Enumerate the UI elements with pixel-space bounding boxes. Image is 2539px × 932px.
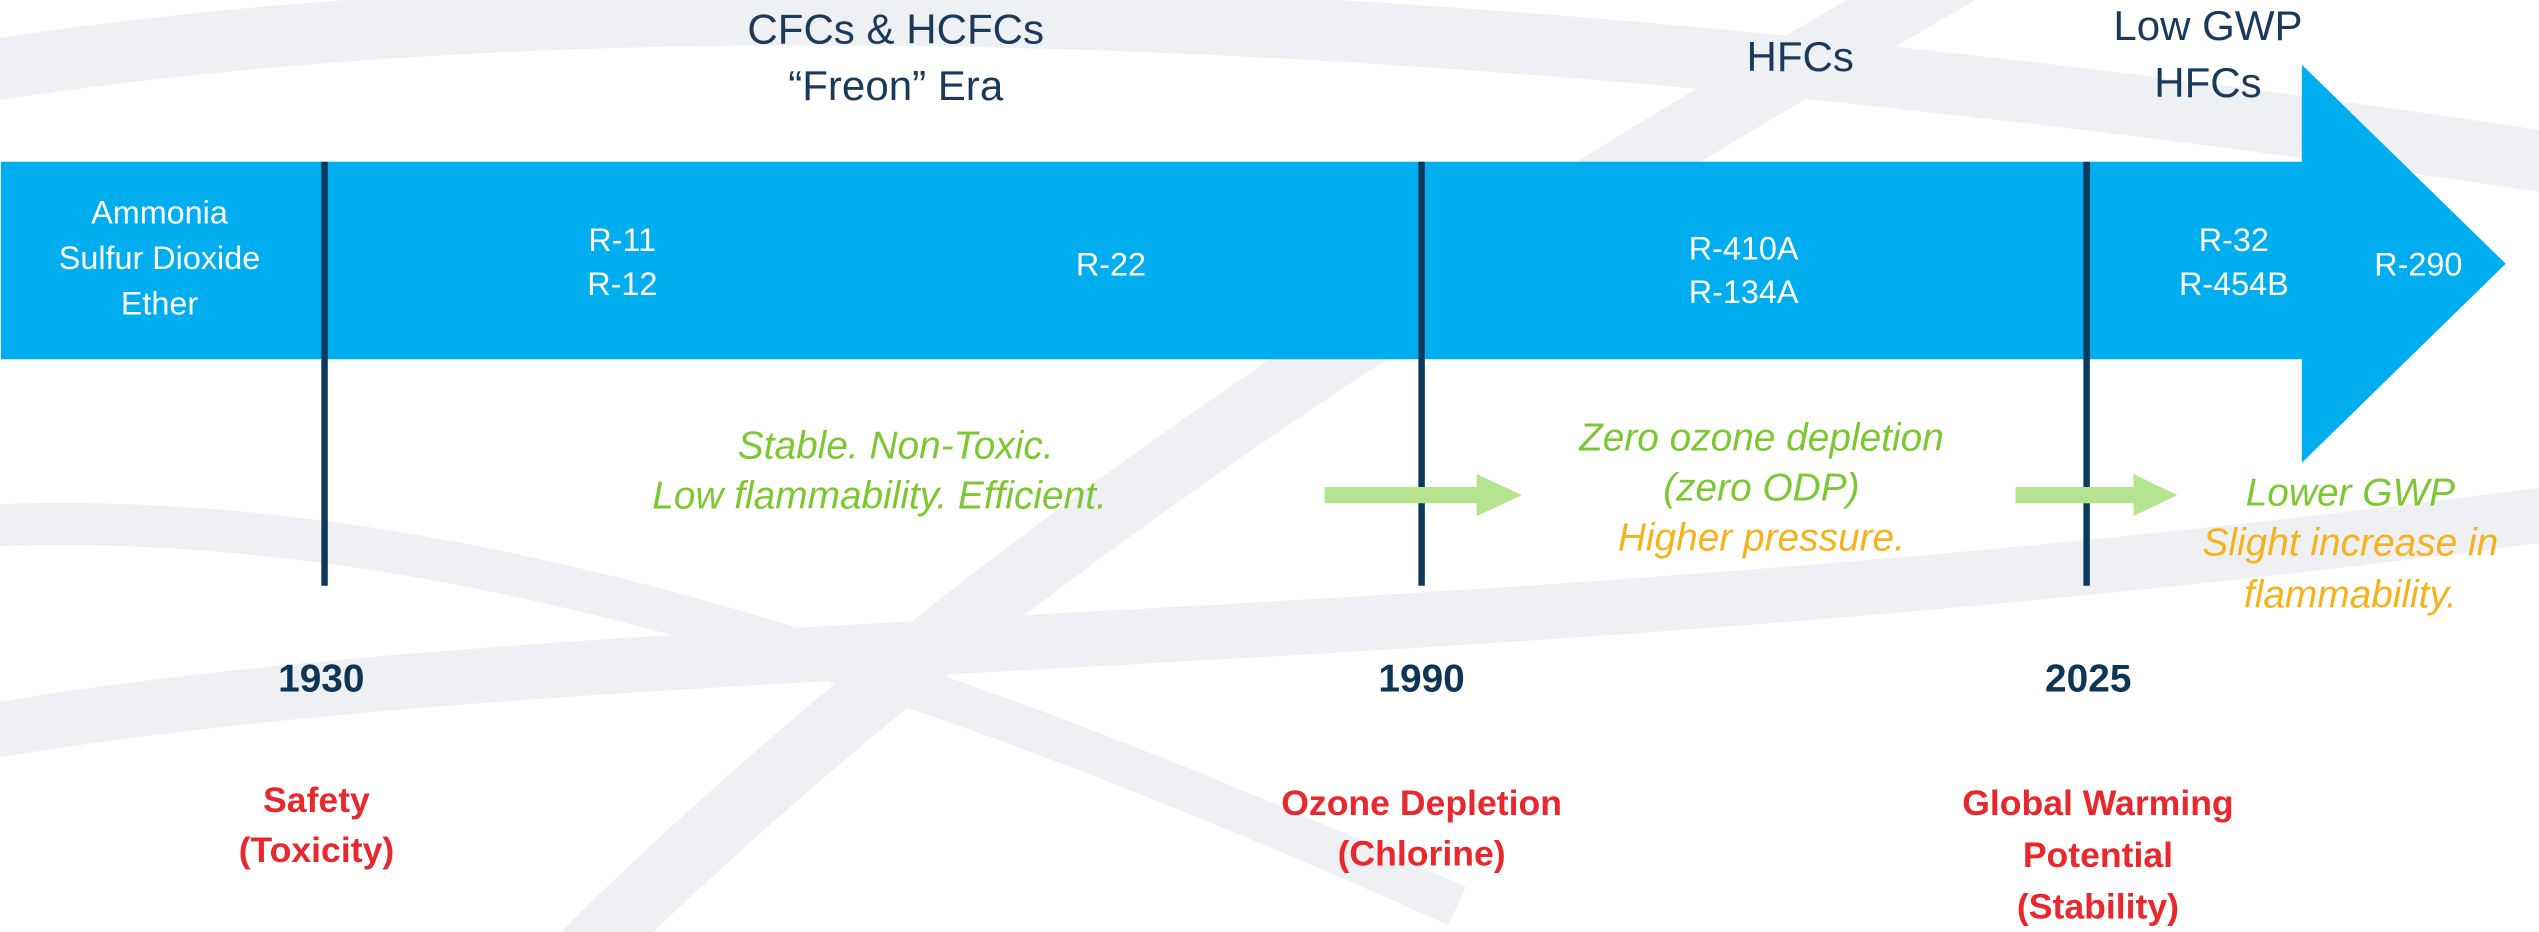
note: (zero ODP) <box>1663 467 1859 510</box>
refrigerant: R-11 <box>588 222 656 258</box>
driver: (Toxicity) <box>239 830 394 870</box>
driver: Ozone Depletion <box>1281 783 1562 823</box>
driver: Safety <box>263 780 370 820</box>
note: Lower GWP <box>2246 471 2455 514</box>
era-label: CFCs & HCFCs <box>747 5 1044 52</box>
refrigerant: R-410A <box>1689 230 1799 266</box>
refrigerant: Ammonia <box>91 195 228 231</box>
note: Higher pressure. <box>1618 517 1905 560</box>
year: 2025 <box>2045 657 2131 700</box>
timeline-band-arrow <box>0 64 2506 463</box>
refrigerant: R-22 <box>1076 247 1146 283</box>
note: Zero ozone depletion <box>1578 416 1944 459</box>
note: Slight increase in <box>2203 522 2499 565</box>
driver: Potential <box>2023 835 2173 875</box>
refrigerant: R-134A <box>1689 274 1799 310</box>
progress-arrows <box>1324 474 2178 517</box>
era-dividers <box>321 161 2090 586</box>
refrigerant: Sulfur Dioxide <box>59 240 260 276</box>
note: flammability. <box>2244 573 2457 616</box>
driver: Global Warming <box>1962 783 2233 823</box>
driver: (Chlorine) <box>1338 833 1506 873</box>
refrigerant: R-454B <box>2179 266 2289 302</box>
era-label: Low GWP <box>2113 2 2302 49</box>
driver: (Stability) <box>2017 887 2179 927</box>
note: Stable. Non-Toxic. <box>738 424 1054 467</box>
era-label: “Freon” Era <box>788 62 1004 109</box>
note: Low flammability. Efficient. <box>652 475 1107 518</box>
year: 1930 <box>278 657 364 700</box>
year: 1990 <box>1378 657 1464 700</box>
era-label: HFCs <box>2154 59 2261 106</box>
refrigerant: Ether <box>121 285 199 321</box>
era-label: HFCs <box>1747 33 1854 80</box>
refrigerant: R-12 <box>587 266 657 302</box>
refrigerant: R-290 <box>2374 247 2462 283</box>
refrigerant: R-32 <box>2199 222 2269 258</box>
